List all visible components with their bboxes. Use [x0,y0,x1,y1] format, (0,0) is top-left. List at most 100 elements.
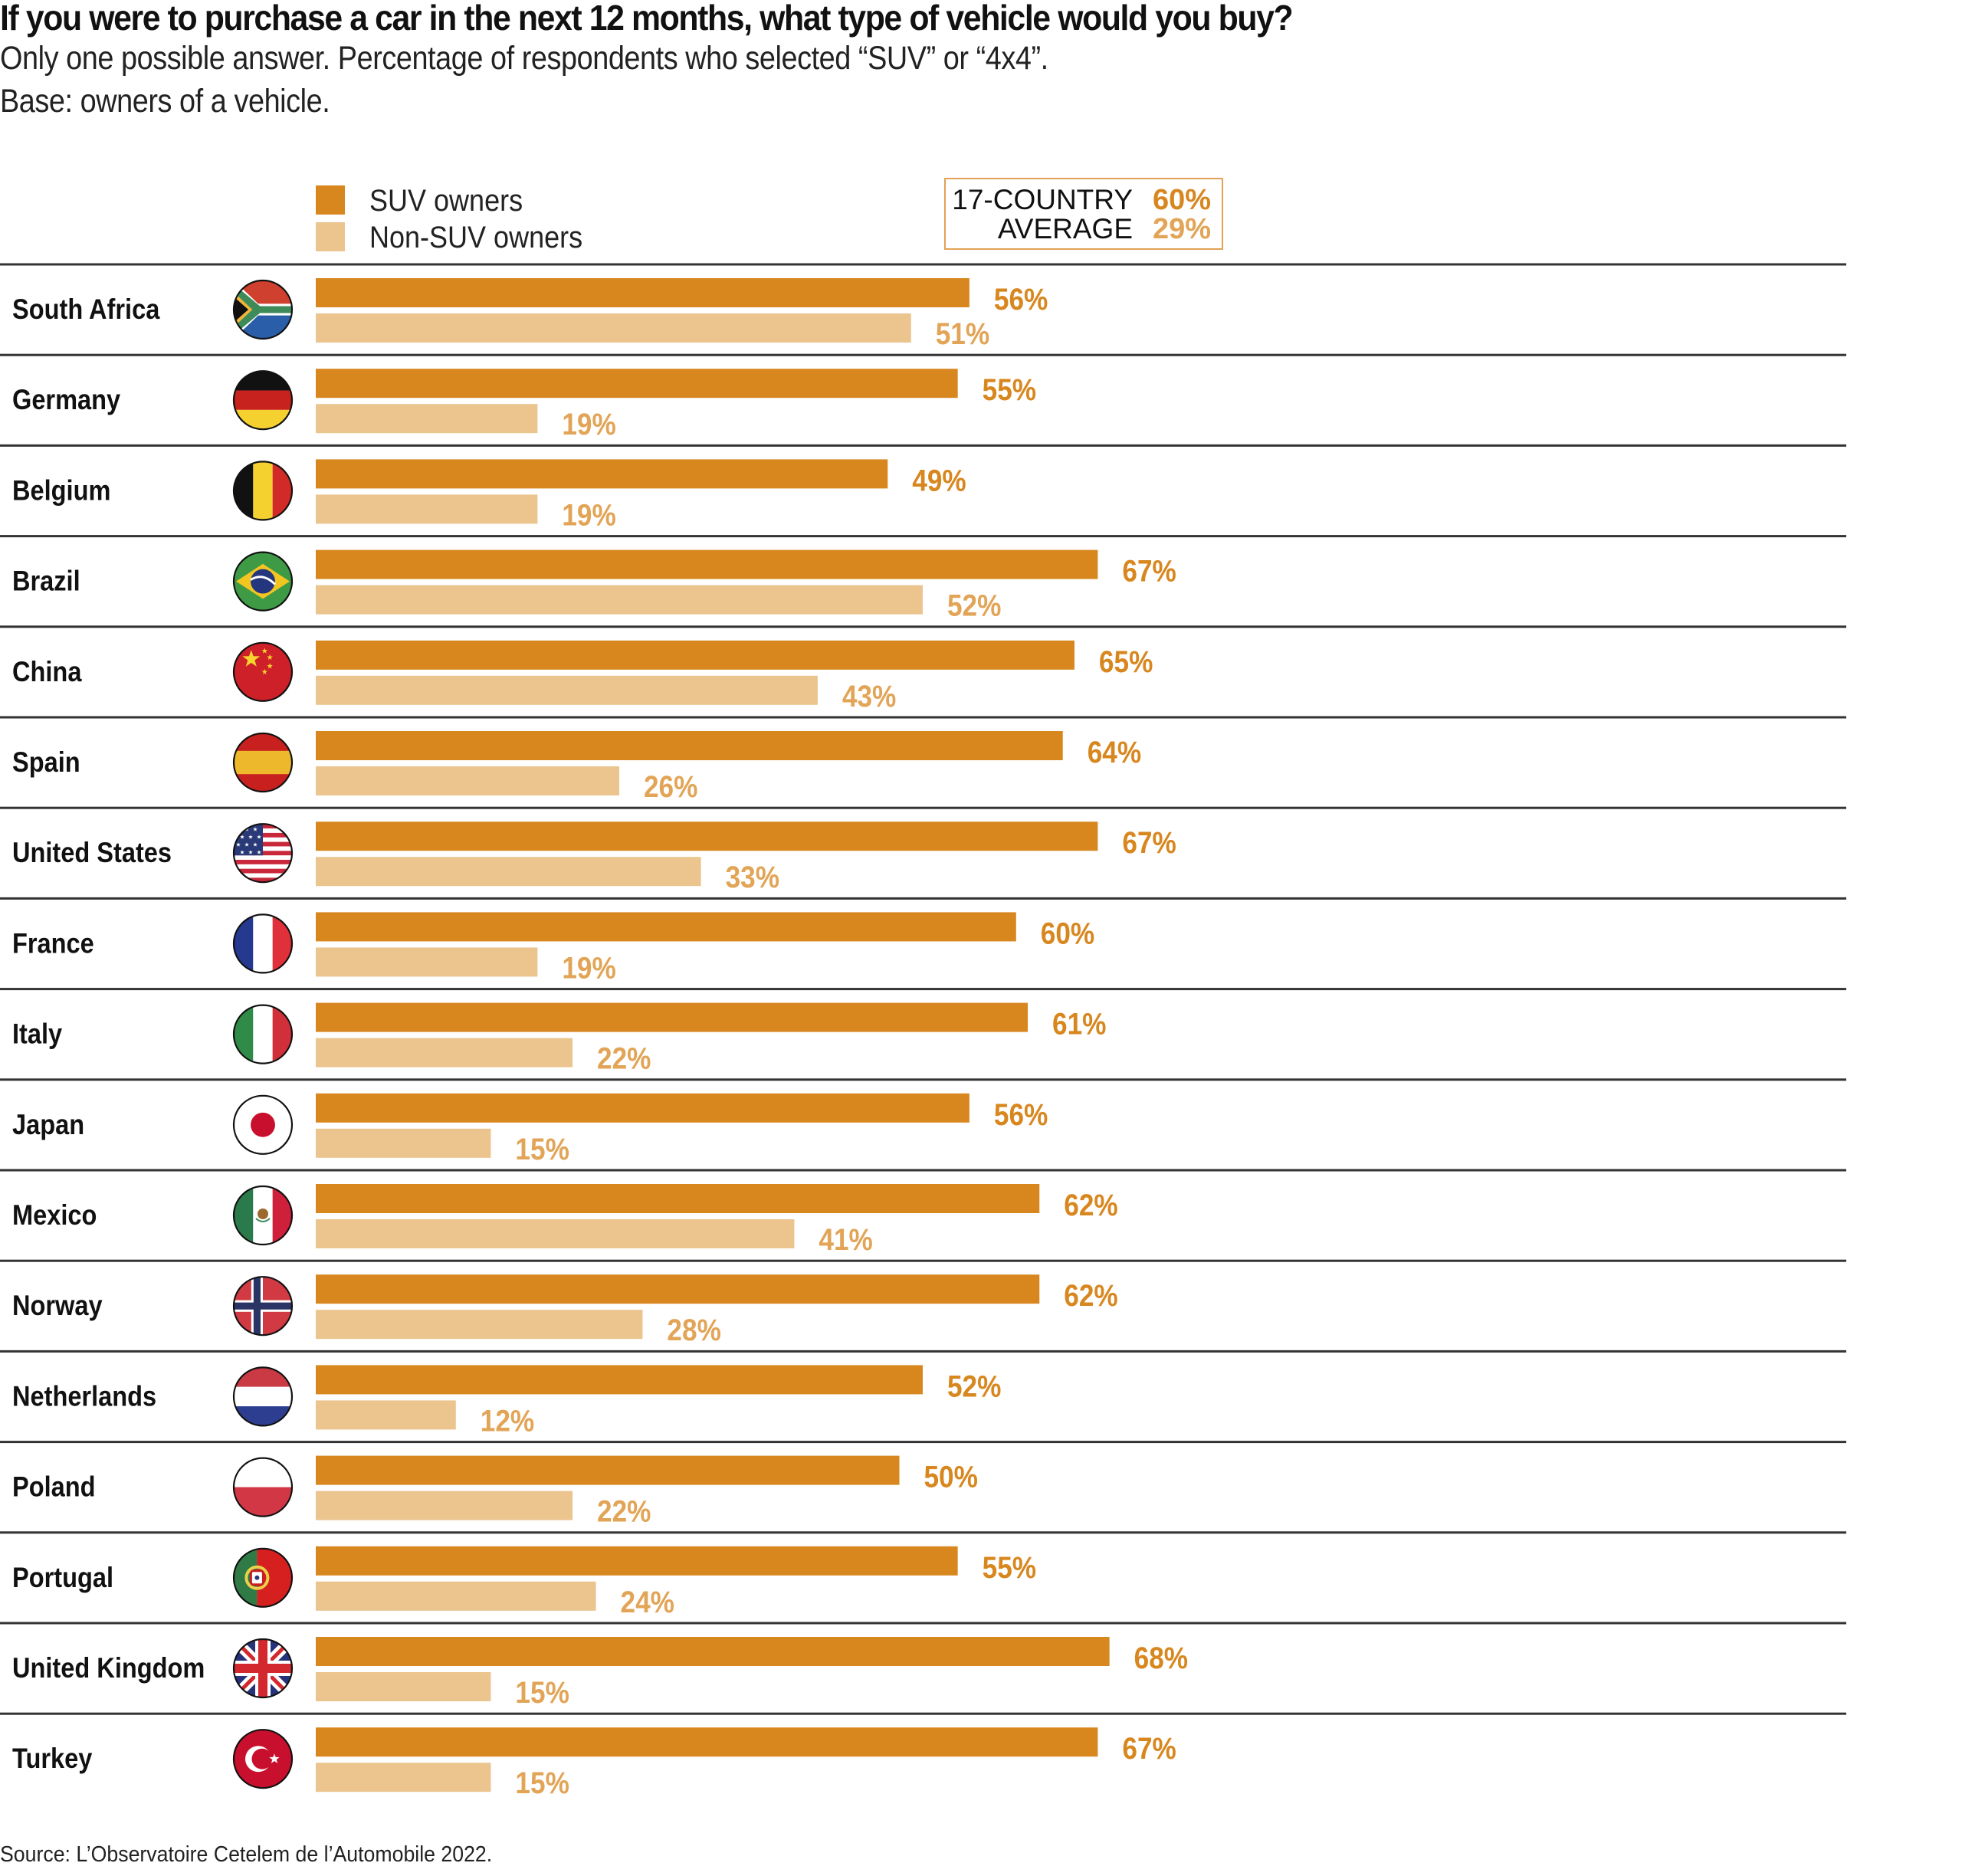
value-label-non-suv: 19% [562,407,615,441]
row-divider [0,1712,1846,1715]
value-label-non-suv: 19% [562,497,615,532]
bar-suv-owners [316,1274,1040,1304]
chart-row: United Kingdom 68% 15% [0,1622,1846,1709]
country-label: Japan [12,1109,84,1140]
flag-outline [232,1004,294,1064]
value-label-suv: 68% [1134,1641,1188,1675]
value-label-suv: 49% [912,463,966,497]
bar-non-suv-owners [316,1491,573,1520]
flag-outline [232,1094,294,1155]
chart-row: Netherlands 52% 12% [0,1350,1846,1438]
flag-netherlands-icon [234,1367,292,1426]
bar-non-suv-owners [316,1400,456,1430]
chart-row: South Africa 56%51% [0,263,1846,350]
bar-non-suv-owners [316,857,701,887]
flag-brazil-icon [234,552,292,611]
country-label: Norway [12,1290,103,1321]
value-label-suv: 56% [994,282,1048,316]
flag-japan-icon [234,1095,292,1154]
bar-suv-owners [316,912,1016,942]
value-label-suv: 64% [1088,735,1141,769]
value-label-suv: 56% [994,1097,1048,1132]
value-label-suv: 62% [1064,1188,1117,1222]
country-label: Netherlands [12,1380,156,1412]
flag-outline [232,732,294,793]
bar-non-suv-owners [316,947,538,977]
bar-non-suv-owners [316,313,911,343]
country-label: Germany [12,384,121,415]
row-divider [0,1259,1846,1262]
row-divider [0,988,1846,991]
chart-row: Mexico 62% 41% [0,1169,1846,1257]
chart-row: Italy 61% 22% [0,988,1846,1075]
source-note: Source: L’Observatoire Cetelem de l’Auto… [0,1842,493,1867]
bar-non-suv-owners [316,1763,491,1792]
flag-outline [232,1729,294,1789]
flag-outline [232,1185,294,1246]
bar-suv-owners [316,369,958,398]
bar-suv-owners [316,640,1075,670]
chart-row: Brazil 67% 52% [0,535,1846,622]
legend-label-non-suv: Non-SUV owners [369,221,583,254]
legend-swatch-suv [316,185,345,215]
value-label-suv: 50% [924,1460,978,1494]
country-label: Poland [12,1471,96,1503]
country-label: South Africa [12,294,160,325]
flag-outline [232,1547,294,1608]
bar-non-suv-owners [316,585,923,615]
average-value-non-suv: 29% [1152,213,1211,245]
flag-united-kingdom-icon [234,1639,292,1697]
row-divider [0,1622,1846,1625]
row-divider [0,444,1846,447]
bar-non-suv-owners [316,1672,491,1701]
row-divider [0,535,1846,538]
chart-row: United States 67% 33% [0,806,1846,894]
chart-row: France 60% 19% [0,897,1846,985]
value-label-non-suv: 19% [562,950,615,985]
bar-suv-owners [316,822,1098,851]
bar-suv-owners [316,278,970,307]
chart-row: Portugal 55% 24% [0,1531,1846,1619]
bar-suv-owners [316,1455,900,1485]
bar-suv-owners [316,459,888,489]
country-label: Turkey [12,1743,93,1774]
bar-suv-owners [316,549,1098,579]
flag-norway-icon [234,1277,292,1336]
value-label-suv: 55% [983,372,1036,407]
value-label-non-suv: 26% [644,769,697,804]
flag-outline [232,551,294,612]
value-label-non-suv: 15% [515,1132,569,1166]
chart-row: Turkey 67% 15% [0,1712,1846,1800]
value-label-suv: 67% [1122,554,1176,589]
value-label-non-suv: 12% [481,1403,534,1438]
bar-non-suv-owners [316,404,538,434]
country-label: China [12,656,82,687]
flag-china-icon [234,642,292,701]
bar-suv-owners [316,1093,970,1123]
country-label: United States [12,837,172,868]
bar-suv-owners [316,1002,1029,1032]
value-label-suv: 67% [1122,1731,1176,1766]
value-label-non-suv: 22% [597,1494,651,1529]
value-label-non-suv: 41% [819,1222,872,1257]
value-label-non-suv: 15% [515,1766,569,1800]
chart-row: Spain 64% 26% [0,716,1846,804]
row-divider [0,1441,1846,1444]
average-value-suv: 60% [1152,184,1211,216]
country-label: United Kingdom [12,1652,205,1684]
value-label-non-suv: 52% [947,589,1001,623]
row-divider [0,263,1846,266]
flag-united-states-icon [234,824,292,883]
row-divider [0,1350,1846,1353]
bar-suv-owners [316,731,1063,760]
row-divider [0,897,1846,900]
value-label-non-suv: 43% [842,679,896,713]
chart-row: Japan 56% 15% [0,1078,1846,1166]
value-label-suv: 67% [1122,825,1176,860]
bar-non-suv-owners [316,1219,795,1248]
row-divider [0,625,1846,628]
row-divider [0,1531,1846,1534]
average-box: 17-COUNTRY AVERAGE 60% 29% [944,178,1223,250]
row-divider [0,1169,1846,1172]
